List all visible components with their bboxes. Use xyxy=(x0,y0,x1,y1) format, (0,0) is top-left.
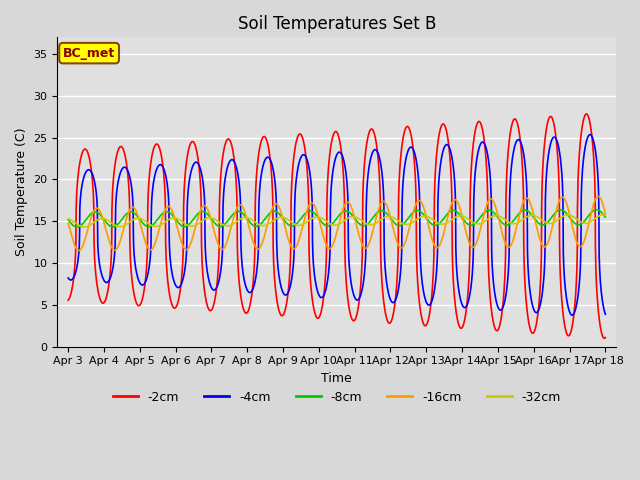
-4cm xyxy=(586,132,594,137)
-2cm xyxy=(493,328,500,334)
Text: BC_met: BC_met xyxy=(63,47,115,60)
-32cm xyxy=(353,215,360,220)
-16cm xyxy=(569,226,577,232)
-8cm xyxy=(493,214,500,219)
-4cm xyxy=(352,297,360,302)
-8cm xyxy=(73,224,81,230)
Line: -16cm: -16cm xyxy=(68,196,605,251)
-16cm xyxy=(64,220,72,226)
-16cm xyxy=(595,193,602,199)
-16cm xyxy=(554,201,562,207)
X-axis label: Time: Time xyxy=(321,372,352,385)
-2cm xyxy=(600,336,608,341)
-2cm xyxy=(352,314,360,320)
-2cm xyxy=(554,156,562,161)
-4cm xyxy=(493,300,500,306)
Line: -8cm: -8cm xyxy=(68,210,605,227)
-8cm xyxy=(593,207,600,213)
-4cm xyxy=(364,175,372,180)
-8cm xyxy=(214,223,222,229)
-2cm xyxy=(214,271,222,276)
-16cm xyxy=(75,248,83,253)
-2cm xyxy=(569,320,577,326)
Title: Soil Temperatures Set B: Soil Temperatures Set B xyxy=(237,15,436,33)
-32cm xyxy=(602,212,609,218)
-2cm xyxy=(602,335,609,340)
-32cm xyxy=(493,213,500,218)
-16cm xyxy=(214,241,222,247)
-32cm xyxy=(569,214,577,219)
-8cm xyxy=(364,221,372,227)
-8cm xyxy=(602,214,609,220)
-8cm xyxy=(554,208,562,214)
-8cm xyxy=(64,217,72,223)
Legend: -2cm, -4cm, -8cm, -16cm, -32cm: -2cm, -4cm, -8cm, -16cm, -32cm xyxy=(108,385,566,408)
-8cm xyxy=(353,217,360,223)
Y-axis label: Soil Temperature (C): Soil Temperature (C) xyxy=(15,128,28,256)
-4cm xyxy=(568,312,576,318)
-4cm xyxy=(554,141,562,146)
Line: -4cm: -4cm xyxy=(68,134,605,315)
-16cm xyxy=(602,211,609,216)
-2cm xyxy=(364,135,372,141)
-4cm xyxy=(602,312,609,317)
Line: -32cm: -32cm xyxy=(68,215,605,227)
-32cm xyxy=(554,217,562,223)
-32cm xyxy=(81,224,88,230)
-4cm xyxy=(214,281,222,287)
-2cm xyxy=(582,111,590,117)
-4cm xyxy=(64,275,72,281)
-16cm xyxy=(364,243,372,249)
-4cm xyxy=(569,312,577,318)
-16cm xyxy=(493,208,500,214)
-32cm xyxy=(600,212,607,217)
-16cm xyxy=(353,222,360,228)
-8cm xyxy=(569,219,577,225)
Line: -2cm: -2cm xyxy=(68,114,605,338)
-2cm xyxy=(64,297,72,303)
-32cm xyxy=(64,216,72,222)
-32cm xyxy=(364,221,372,227)
-32cm xyxy=(214,219,222,225)
